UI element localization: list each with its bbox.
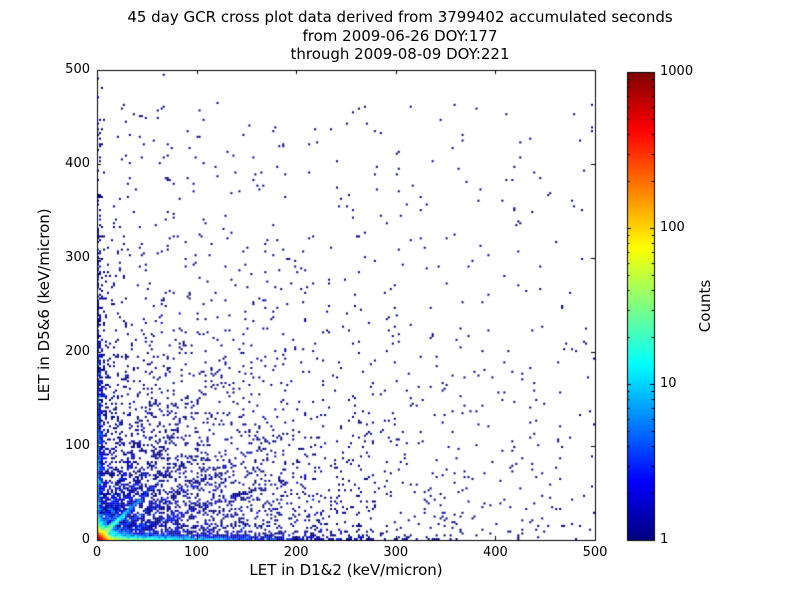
y-tick-label: 400 [65,156,90,171]
y-tick-label: 300 [65,250,90,265]
x-tick-label: 500 [582,545,608,560]
colorbar-tick-label: 100 [660,220,685,235]
x-tick-label: 200 [283,545,309,560]
x-tick-label: 0 [92,545,102,560]
x-tick-label: 100 [184,545,209,560]
y-tick-label: 500 [65,62,90,77]
colorbar-tick-label: 1000 [660,64,694,79]
y-tick-label: 100 [65,438,90,453]
chart-title-line-2: from 2009-06-26 DOY:177 [302,27,498,45]
y-axis-label: LET in D5&6 (keV/micron) [35,208,53,402]
y-tick-label: 200 [65,344,90,359]
x-tick-label: 400 [482,545,508,560]
chart-title-line-3: through 2009-08-09 DOY:221 [290,45,510,63]
colorbar-tick-label: 1 [660,532,669,547]
chart-title-line-1: 45 day GCR cross plot data derived from … [127,8,673,26]
colorbar-tick-label: 10 [660,376,677,391]
x-tick-label: 300 [383,545,409,560]
x-axis-label: LET in D1&2 (keV/micron) [249,561,443,579]
y-tick-label: 0 [81,532,90,547]
